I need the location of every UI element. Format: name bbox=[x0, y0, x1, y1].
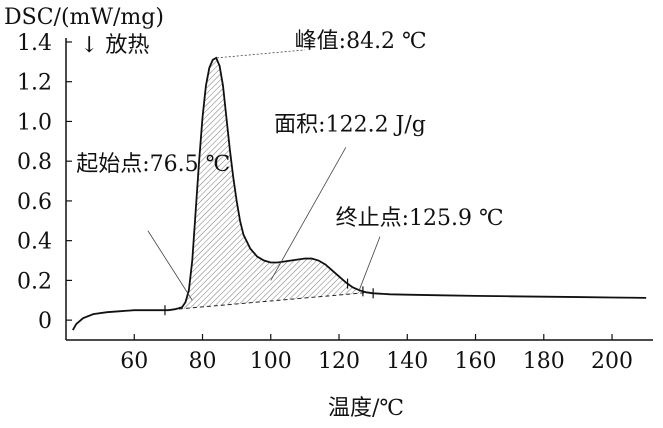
peak-area-hatch bbox=[164, 57, 370, 311]
integration-marks bbox=[164, 278, 374, 316]
x-axis-title: 温度/℃ bbox=[328, 396, 404, 421]
y-ticks: 0 0.2 0.4 0.6 0.8 1.0 1.2 1.4 bbox=[17, 31, 72, 334]
y-tick-label: 1.4 bbox=[17, 31, 52, 56]
axes bbox=[65, 38, 653, 341]
onset-leader bbox=[147, 230, 193, 301]
annotation-endset: 终止点:125.9 ℃ bbox=[336, 206, 504, 231]
annotation-area: 面积:122.2 J/g bbox=[274, 112, 426, 137]
x-tick-label: 160 bbox=[455, 349, 497, 374]
endset-leader bbox=[358, 236, 381, 291]
y-tick-label: 0.2 bbox=[17, 269, 52, 294]
area-leader bbox=[270, 147, 347, 281]
y-tick-label: 0.6 bbox=[17, 190, 52, 215]
x-tick-label: 140 bbox=[386, 349, 428, 374]
x-tick-label: 120 bbox=[318, 349, 360, 374]
y-tick-label: 0.4 bbox=[17, 230, 52, 255]
dsc-curve-line bbox=[72, 56, 647, 331]
y-tick-label: 0.8 bbox=[17, 150, 52, 175]
x-ticks: 60 80 100 120 140 160 180 200 bbox=[120, 334, 633, 374]
y-tick-label: 1.2 bbox=[17, 71, 52, 96]
y-tick-label: 0 bbox=[38, 309, 52, 334]
x-tick-label: 200 bbox=[591, 349, 633, 374]
peak-leader bbox=[216, 49, 305, 59]
annotation-peak: 峰值:84.2 ℃ bbox=[295, 29, 427, 54]
y-tick-label: 1.0 bbox=[17, 110, 52, 135]
integration-baseline bbox=[164, 291, 370, 311]
annotation-leaders bbox=[147, 49, 381, 301]
y-axis-title: DSC/(mW/mg) bbox=[4, 5, 164, 30]
annotation-onset: 起始点:76.5 ℃ bbox=[76, 152, 230, 177]
x-tick-label: 180 bbox=[523, 349, 565, 374]
y-axis-note: ↓ 放热 bbox=[80, 33, 149, 58]
x-tick-label: 80 bbox=[189, 349, 217, 374]
x-tick-label: 100 bbox=[250, 349, 292, 374]
x-tick-label: 60 bbox=[120, 349, 148, 374]
